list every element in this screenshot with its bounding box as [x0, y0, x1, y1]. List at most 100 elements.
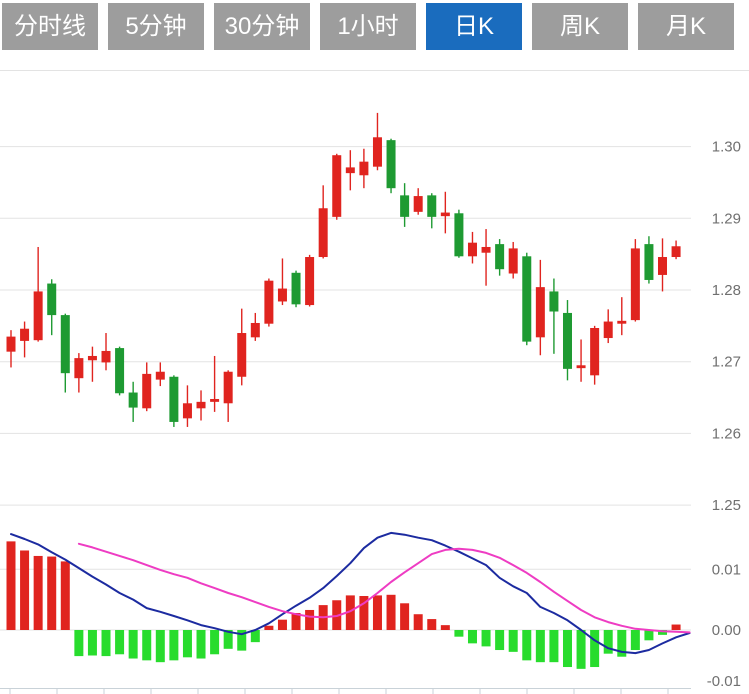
candle-body	[223, 371, 233, 404]
macd-bar	[413, 614, 423, 630]
candle-body	[182, 403, 192, 419]
candle-body	[60, 315, 70, 374]
macd-bar	[372, 595, 382, 630]
macd-bar	[6, 541, 16, 630]
macd-bar	[250, 630, 260, 643]
candle-body	[101, 350, 111, 363]
macd-bar	[590, 630, 600, 668]
macd-bar	[400, 603, 410, 630]
dea-line	[77, 542, 691, 634]
candle-body	[74, 358, 84, 379]
tab-1hour[interactable]: 1小时	[320, 3, 416, 50]
candle-body	[413, 196, 423, 212]
period-tab-bar: 分时线 5分钟 30分钟 1小时 日K 周K 月K	[2, 3, 734, 50]
tab-time-line[interactable]: 分时线	[2, 3, 98, 50]
macd-bar	[196, 630, 206, 659]
candle-body	[440, 212, 450, 217]
macd-bar	[576, 630, 586, 669]
candle-body	[155, 371, 165, 380]
candle-body	[169, 376, 179, 422]
price-axis-label: 1.29	[712, 210, 741, 227]
macd-bar	[644, 630, 654, 641]
candle-body	[305, 257, 315, 306]
macd-bar	[305, 609, 315, 630]
macd-bar	[535, 630, 545, 663]
macd-bar	[671, 624, 681, 630]
candle-body	[142, 373, 152, 409]
tab-weekly-k[interactable]: 周K	[532, 3, 628, 50]
dif-line	[10, 531, 691, 655]
candle-body	[400, 195, 410, 217]
macd-bar	[20, 550, 30, 630]
candle-body	[250, 322, 260, 338]
candle-body	[386, 140, 396, 189]
macd-bar	[467, 630, 477, 644]
candle-body	[658, 257, 668, 275]
macd-axis-label: 0.01	[712, 561, 741, 578]
macd-bar	[74, 630, 84, 657]
candle-body	[20, 328, 30, 341]
candle-body	[332, 155, 342, 217]
candle-body	[359, 161, 369, 176]
candle-body	[87, 355, 97, 361]
candle-body	[427, 195, 437, 217]
macd-bar	[115, 630, 125, 655]
macd-bar	[210, 630, 220, 655]
macd-bar	[454, 630, 464, 637]
macd-bar	[522, 630, 532, 661]
candle-body	[196, 401, 206, 409]
macd-bar	[128, 630, 138, 659]
candle-body	[617, 320, 627, 324]
candle-body	[291, 272, 301, 305]
candle-body	[467, 242, 477, 257]
candle-body	[264, 280, 274, 324]
macd-bar	[169, 630, 179, 661]
macd-bar	[182, 630, 192, 658]
price-axis-label: 1.27	[712, 354, 741, 371]
candle-body	[603, 321, 613, 339]
candle-body	[508, 248, 518, 274]
macd-bar	[359, 596, 369, 630]
candle-body	[522, 256, 532, 342]
macd-bar	[264, 625, 274, 630]
tab-5min[interactable]: 5分钟	[108, 3, 204, 50]
candle-body	[549, 291, 559, 312]
macd-bar	[603, 630, 613, 654]
macd-bar	[630, 630, 640, 651]
candle-body	[33, 291, 43, 341]
tab-daily-k[interactable]: 日K	[426, 3, 522, 50]
tab-monthly-k[interactable]: 月K	[638, 3, 734, 50]
candle-body	[576, 365, 586, 369]
candle-body	[590, 328, 600, 376]
macd-bar	[155, 630, 165, 663]
macd-bar	[386, 594, 396, 630]
tab-30min[interactable]: 30分钟	[214, 3, 310, 50]
macd-bar	[277, 619, 287, 630]
candle-body	[237, 333, 247, 377]
candle-body	[671, 246, 681, 258]
macd-bar	[427, 619, 437, 630]
price-axis-label: 1.28	[712, 282, 741, 299]
macd-bar	[60, 561, 70, 630]
candle-body	[535, 287, 545, 338]
candle-body	[454, 213, 464, 257]
macd-bar	[101, 630, 111, 657]
candle-body	[372, 137, 382, 167]
macd-bar	[87, 630, 97, 656]
macd-bar	[142, 630, 152, 661]
macd-bar	[658, 630, 668, 635]
candle-body	[128, 392, 138, 408]
macd-bar	[345, 595, 355, 630]
candle-body	[481, 246, 491, 253]
candle-body	[210, 398, 220, 402]
candle-body	[644, 244, 654, 280]
price-axis-label: 1.25	[712, 497, 741, 514]
macd-axis-label: -0.01	[707, 673, 741, 690]
macd-bar	[562, 630, 572, 668]
macd-bar	[223, 630, 233, 649]
macd-axis-label: 0.00	[712, 622, 741, 639]
macd-bar	[291, 613, 301, 630]
macd-bar	[47, 556, 57, 630]
candle-body	[6, 336, 16, 352]
